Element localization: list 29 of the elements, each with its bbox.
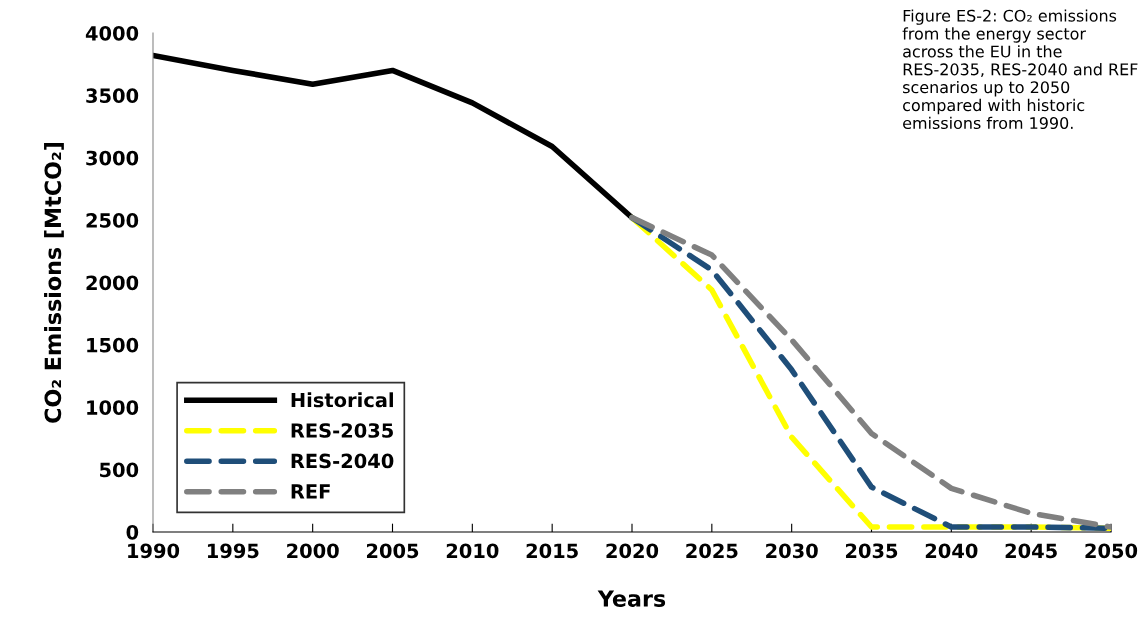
y-tick-label: 2000 (86, 275, 139, 291)
y-tick-label: 2500 (86, 213, 139, 228)
y-tick-label: 500 (100, 462, 139, 478)
x-tick-label: 2015 (526, 543, 578, 559)
x-tick-label: 2050 (1085, 543, 1138, 559)
x-tick-label: 1990 (128, 543, 180, 559)
legend-label: RES-2035 (291, 423, 393, 438)
legend-label: RES-2040 (291, 453, 394, 469)
legend-label: Historical (291, 392, 393, 408)
x-tick-label: 2005 (366, 543, 419, 559)
y-tick-label: 3000 (86, 150, 139, 166)
x-tick-label: 2030 (766, 543, 818, 559)
x-tick-label: 2010 (446, 543, 499, 559)
x-tick-label: 2025 (686, 543, 738, 559)
x-tick-label: 2045 (1005, 543, 1057, 559)
y-axis-title: CO₂ Emissions [MtCO₂] (44, 143, 64, 423)
y-tick-label: 3500 (86, 88, 139, 104)
x-tick-label: 2020 (606, 543, 659, 559)
y-tick-label: 0 (126, 524, 139, 540)
x-tick-label: 1995 (207, 543, 259, 559)
x-tick-label: 2000 (287, 543, 339, 559)
y-tick-label: 1500 (87, 337, 139, 353)
legend-label: REF (291, 484, 330, 499)
y-tick-label: 4000 (85, 25, 139, 41)
y-tick-label: 1000 (87, 400, 139, 415)
x-tick-label: 2040 (925, 543, 978, 559)
x-tick-label: 2035 (845, 543, 898, 559)
annotation: Figure ES-2: CO₂ emissions from the energy sector across the EU in the RES-2035, RES-2040 and REF scenarios up to 2050 compared with historic emissions from 1990. (902, 9, 1138, 130)
x-axis-title: Years (597, 590, 666, 607)
